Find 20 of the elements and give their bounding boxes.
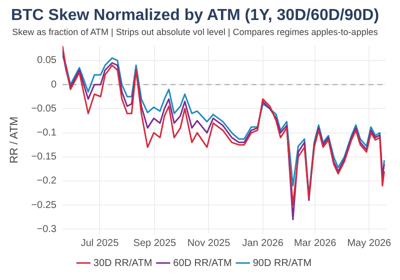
legend-label: 30D RR/ATM [93, 258, 152, 269]
y-axis-title: RR / ATM [8, 116, 21, 164]
chart-title: BTC Skew Normalized by ATM (1Y, 30D/60D/90D) [10, 7, 380, 24]
x-tick-label: Nov 2025 [187, 238, 231, 249]
x-tick-label: Mar 2026 [294, 238, 337, 249]
x-tick-label: Sep 2025 [133, 238, 177, 249]
legend-label: 60D RR/ATM [173, 258, 232, 269]
x-tick-label: May 2026 [347, 238, 392, 249]
x-tick-label: Jul 2025 [80, 238, 120, 249]
y-tick-label: 0.05 [37, 55, 57, 66]
legend-label: 90D RR/ATM [252, 258, 312, 269]
y-tick-label: −0.1 [36, 128, 57, 139]
y-tick-label: −0.2 [36, 176, 57, 187]
y-tick-label: −0.05 [31, 103, 57, 114]
y-tick-label: −0.15 [31, 152, 57, 163]
y-tick-label: 0 [50, 79, 57, 90]
chart-subtitle: Skew as fraction of ATM | Strips out absolute vol level | Compares regimes apples-to-apples [12, 27, 378, 38]
y-tick-label: −0.25 [31, 200, 57, 211]
x-tick-label: Jan 2026 [242, 238, 284, 249]
y-tick-label: −0.3 [36, 224, 57, 235]
